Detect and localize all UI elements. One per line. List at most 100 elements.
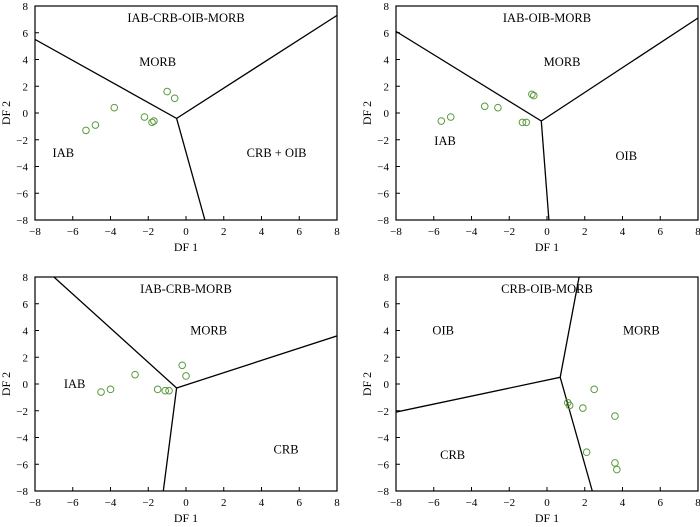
field-label: OIB xyxy=(616,149,638,163)
data-point xyxy=(182,372,190,380)
y-tick-label: −2 xyxy=(16,135,28,147)
data-point xyxy=(97,388,105,396)
x-tick-label: 8 xyxy=(334,226,340,238)
field-boundary xyxy=(175,118,206,220)
x-tick-label: 2 xyxy=(582,497,588,509)
field-label: CRB xyxy=(274,443,299,457)
data-point xyxy=(528,90,536,99)
panel-4: −8 −6 −4 −2 0 2 4 6 8 −8 −6 −4 −2 0 2 4 6 8 DF 1 DF 2 CRB-OI… xyxy=(360,272,700,525)
field-label: MORB xyxy=(544,55,581,69)
x-tick-label: 0 xyxy=(183,226,189,238)
x-axis-label: DF 1 xyxy=(535,240,559,254)
x-tick-label: 2 xyxy=(582,226,588,238)
data-point xyxy=(518,118,527,127)
field-label: MORB xyxy=(623,324,660,338)
y-tick-label: −6 xyxy=(16,188,28,200)
data-point xyxy=(148,118,156,127)
y-tick-label: −6 xyxy=(16,459,28,471)
y-tick-label: 6 xyxy=(384,299,390,311)
data-point xyxy=(165,386,173,395)
field-boundary xyxy=(559,377,593,491)
data-point xyxy=(106,385,115,394)
x-tick-label: −6 xyxy=(67,497,79,509)
y-tick-label: −6 xyxy=(377,459,389,471)
field-label: IAB xyxy=(434,134,456,148)
x-tick-label: −8 xyxy=(29,226,41,238)
x-tick-label: −6 xyxy=(428,497,440,509)
field-boundary xyxy=(162,387,178,491)
x-tick-label: −8 xyxy=(390,226,402,238)
field-boundary xyxy=(396,277,580,413)
data-point xyxy=(480,102,489,111)
y-tick-label: 0 xyxy=(384,108,390,120)
chart-title: IAB-CRB-OIB-MORB xyxy=(127,11,244,25)
x-tick-label: 8 xyxy=(695,226,700,238)
data-point xyxy=(590,385,598,394)
y-axis-label: DF 2 xyxy=(360,372,374,396)
data-point xyxy=(178,361,187,370)
x-tick-label: 2 xyxy=(221,497,227,509)
data-point xyxy=(494,103,502,112)
y-tick-label: 0 xyxy=(384,379,390,391)
x-tick-label: −4 xyxy=(105,226,117,238)
x-tick-label: −6 xyxy=(67,226,79,238)
x-tick-label: 4 xyxy=(620,497,626,509)
x-tick-label: −4 xyxy=(466,226,478,238)
y-tick-label: −8 xyxy=(377,486,389,498)
data-point xyxy=(170,94,179,103)
y-tick-label: −4 xyxy=(377,162,389,174)
data-point xyxy=(91,121,100,129)
y-tick-label: −8 xyxy=(16,486,28,498)
field-label: CRB xyxy=(440,448,465,462)
data-point xyxy=(131,370,139,379)
y-tick-label: 8 xyxy=(23,1,29,13)
y-tick-label: 8 xyxy=(384,1,390,13)
y-tick-label: 4 xyxy=(384,326,390,338)
field-boundary xyxy=(540,120,550,220)
field-label: IAB xyxy=(64,377,86,391)
y-tick-label: −8 xyxy=(16,215,28,227)
y-tick-label: −8 xyxy=(377,215,389,227)
x-axis-label: DF 1 xyxy=(174,240,198,254)
data-point xyxy=(140,113,149,121)
x-tick-label: 6 xyxy=(297,226,303,238)
y-tick-label: −4 xyxy=(16,162,28,174)
chart-title: IAB-OIB-MORB xyxy=(503,11,591,25)
y-tick-label: 2 xyxy=(384,81,390,93)
y-tick-label: 2 xyxy=(23,352,29,364)
chart-title: CRB-OIB-MORB xyxy=(501,282,593,296)
y-axis-label: DF 2 xyxy=(0,101,13,125)
x-tick-label: 6 xyxy=(658,497,664,509)
y-tick-label: 2 xyxy=(384,352,390,364)
y-tick-label: −2 xyxy=(377,135,389,147)
x-tick-label: −4 xyxy=(466,497,478,509)
y-tick-label: 4 xyxy=(23,55,29,67)
panel-1: −8 −6 −4 −2 0 2 4 6 8 −8 −6 −4 −2 0 2 4 6 8 DF 1 DF 2 IAB-CR… xyxy=(0,1,340,254)
y-tick-label: 8 xyxy=(23,272,29,284)
data-point xyxy=(163,87,171,96)
x-tick-label: 0 xyxy=(544,226,550,238)
x-tick-label: 6 xyxy=(658,226,664,238)
x-tick-label: −2 xyxy=(142,226,154,238)
chart-title: IAB-CRB-MORB xyxy=(140,282,232,296)
x-tick-label: 8 xyxy=(695,497,700,509)
data-point xyxy=(611,412,619,420)
x-tick-label: 4 xyxy=(259,497,265,509)
data-point xyxy=(582,448,591,457)
x-tick-label: 6 xyxy=(297,497,303,509)
x-tick-label: 0 xyxy=(544,497,550,509)
y-tick-label: 0 xyxy=(23,108,29,120)
y-tick-label: −6 xyxy=(377,188,389,200)
x-tick-label: 4 xyxy=(620,226,626,238)
data-point xyxy=(110,103,119,112)
data-point xyxy=(611,459,619,467)
x-tick-label: −8 xyxy=(29,497,41,509)
y-tick-label: 4 xyxy=(384,55,390,67)
x-tick-label: 4 xyxy=(259,226,265,238)
data-point xyxy=(579,404,587,412)
field-label: OIB xyxy=(432,324,454,338)
data-point xyxy=(153,385,162,394)
y-tick-label: −2 xyxy=(16,406,28,418)
y-tick-label: −4 xyxy=(377,433,389,445)
